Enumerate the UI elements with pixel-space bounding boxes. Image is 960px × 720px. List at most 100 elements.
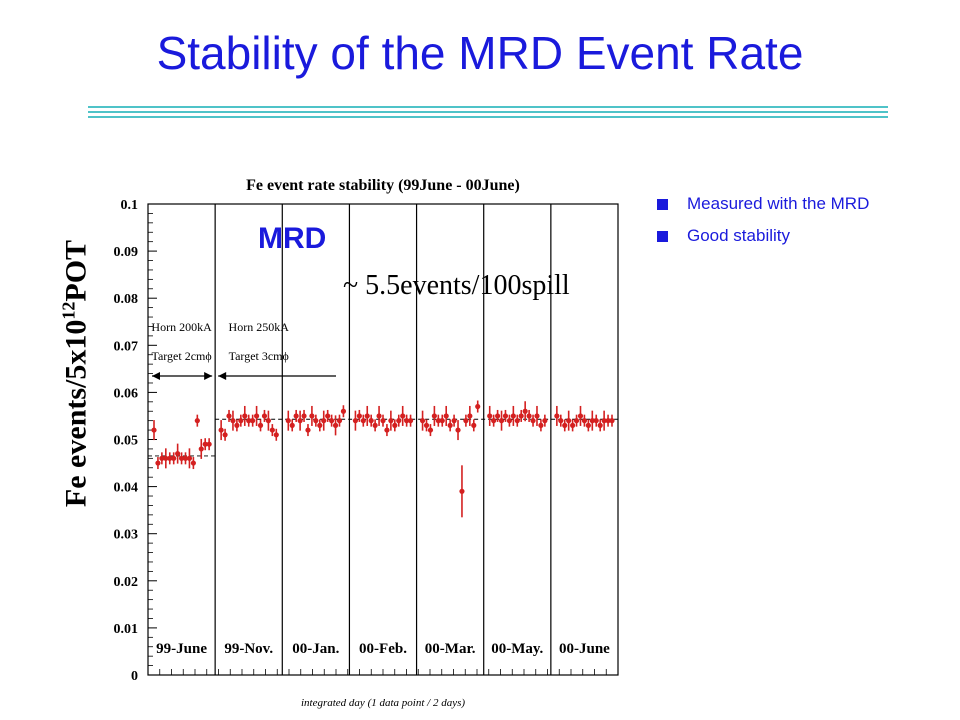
data-point	[289, 422, 295, 428]
period-label: 00-Feb.	[359, 641, 407, 657]
data-point	[593, 418, 599, 424]
data-point	[467, 413, 473, 419]
y-axis-label-main: Fe events/5x10	[59, 319, 93, 508]
data-point	[360, 418, 366, 424]
target-setting-label: Target 3cmϕ	[229, 349, 289, 363]
rate-annotation: ~ 5.5events/100spill	[343, 270, 570, 301]
data-point	[230, 418, 236, 424]
data-point	[313, 418, 319, 424]
data-point	[558, 418, 564, 424]
data-point	[305, 427, 311, 433]
y-axis-label: Fe events/5x1012POT	[59, 144, 94, 604]
data-point	[443, 413, 449, 419]
data-point	[194, 418, 200, 424]
data-point	[340, 408, 347, 414]
data-point	[206, 441, 212, 447]
data-point	[589, 418, 595, 424]
data-point	[261, 413, 268, 419]
data-point	[542, 418, 548, 424]
data-point	[487, 413, 493, 419]
data-point	[577, 413, 584, 419]
data-point	[250, 418, 256, 424]
data-point	[325, 413, 331, 419]
data-point	[285, 418, 291, 424]
horn-setting-label: Horn 250kA	[229, 320, 290, 334]
data-point	[498, 418, 505, 424]
y-tick-label: 0.02	[114, 575, 139, 590]
square-bullet-icon	[657, 231, 668, 242]
left-arrowhead-icon	[218, 372, 227, 380]
data-point	[155, 460, 161, 466]
data-point	[475, 403, 481, 410]
data-point	[562, 422, 568, 428]
data-point	[242, 413, 248, 419]
data-point	[171, 455, 177, 461]
data-point	[585, 422, 591, 428]
data-point	[321, 418, 327, 424]
data-point	[534, 413, 540, 419]
data-point	[151, 427, 157, 433]
data-point	[372, 422, 378, 428]
y-tick-label: 0.1	[121, 198, 139, 213]
data-point	[463, 418, 469, 424]
data-point	[253, 413, 260, 419]
square-bullet-icon	[657, 199, 668, 210]
data-point	[368, 418, 374, 424]
data-point	[423, 422, 430, 428]
y-tick-label: 0.07	[114, 339, 139, 354]
data-point	[392, 422, 398, 428]
data-point	[526, 413, 532, 419]
y-tick-label: 0	[131, 669, 138, 684]
data-point	[380, 418, 386, 424]
data-point	[293, 413, 299, 419]
data-point	[471, 422, 477, 428]
data-point	[502, 413, 509, 419]
data-point	[522, 408, 528, 414]
data-point	[451, 418, 457, 424]
data-point	[190, 460, 196, 466]
data-point	[273, 432, 279, 438]
data-point	[435, 418, 441, 424]
data-point	[218, 427, 224, 433]
data-point	[329, 418, 335, 424]
data-point	[202, 441, 208, 447]
right-arrowhead-icon	[204, 372, 213, 380]
data-point	[332, 422, 339, 428]
data-point	[506, 418, 513, 424]
data-point	[163, 455, 169, 461]
mrd-label: MRD	[258, 222, 327, 255]
data-point	[265, 418, 272, 424]
data-point	[301, 413, 307, 419]
title-rule-top	[88, 106, 888, 108]
y-axis-label-unit: POT	[59, 239, 93, 302]
data-point	[175, 451, 181, 457]
y-tick-label: 0.01	[114, 622, 139, 637]
title-rule-middle	[88, 111, 888, 113]
y-tick-label: 0.08	[114, 292, 139, 307]
data-point	[609, 418, 615, 424]
data-point	[198, 446, 204, 452]
data-point	[518, 413, 524, 419]
data-point	[419, 418, 426, 424]
left-arrowhead-icon	[152, 372, 160, 380]
horn-setting-label: Horn 200kA	[151, 320, 212, 334]
data-point	[566, 418, 572, 424]
data-point	[530, 418, 536, 424]
data-point	[439, 418, 445, 424]
data-point	[605, 418, 611, 424]
chart-title: Fe event rate stability (99June - 00June…	[246, 177, 520, 194]
data-point	[352, 418, 359, 424]
fe-event-rate-chart: Fe event rate stability (99June - 00June…	[114, 177, 619, 709]
data-point	[538, 422, 544, 428]
period-label: 00-Jan.	[292, 641, 339, 657]
data-point	[309, 413, 315, 419]
data-point	[447, 422, 453, 428]
data-point	[597, 422, 603, 428]
data-point	[257, 422, 264, 428]
y-tick-label: 0.04	[114, 481, 139, 496]
data-point	[510, 413, 516, 419]
data-point	[297, 418, 303, 424]
data-point	[427, 427, 434, 433]
data-point	[167, 455, 173, 461]
data-point	[186, 455, 193, 461]
